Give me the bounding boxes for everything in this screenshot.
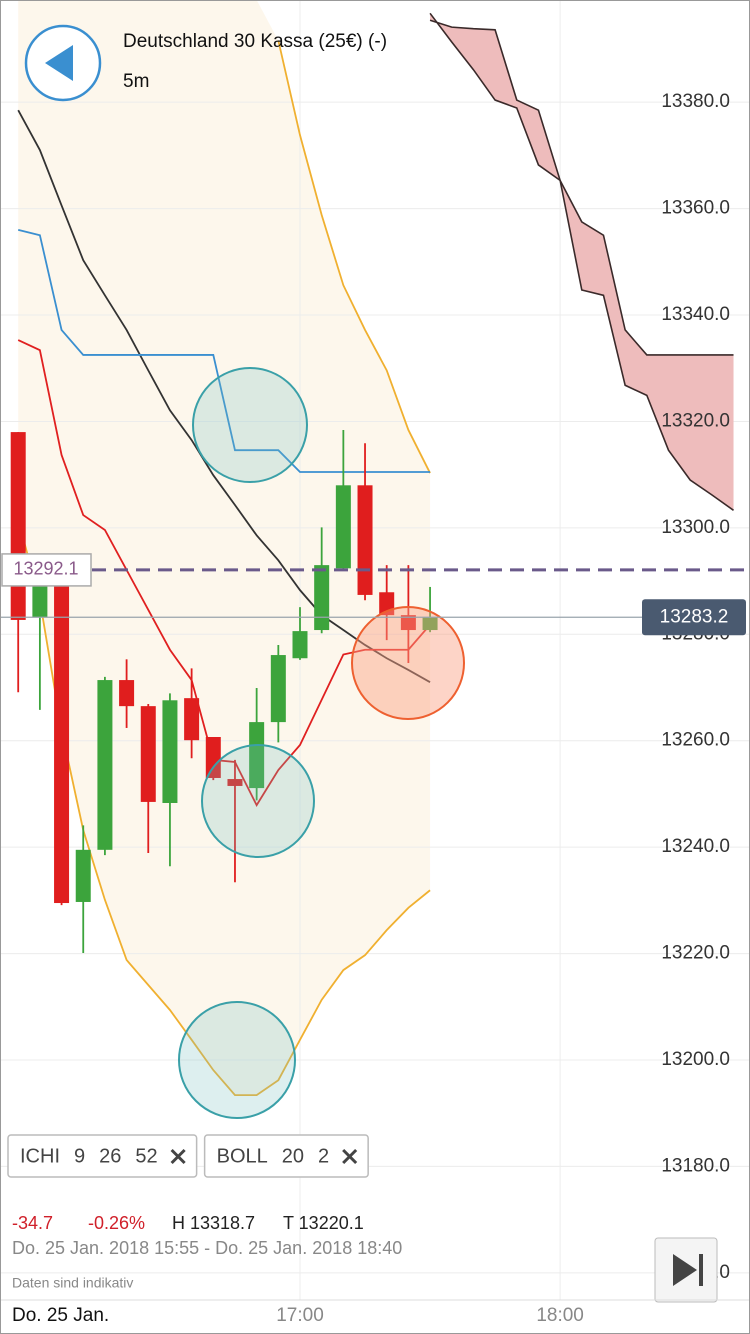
candle-body [10,432,26,620]
highlight-circle [351,606,465,720]
chip-name: ICHI [20,1145,60,1167]
chip-close-stroke[interactable] [342,1148,358,1165]
indicator-line [17,109,431,683]
chip-param: 20 [282,1145,304,1167]
indicator-line [17,519,431,1097]
candle-body [54,555,70,904]
x-axis: 17:00 18:00 [276,1305,584,1326]
bollinger-band [18,0,431,1096]
y-tick-label: 13300.0 [661,517,730,538]
highlight-circle [192,367,308,483]
skip-to-end-button[interactable] [654,1237,718,1303]
candle-body [292,631,308,659]
chip-close[interactable] [170,1148,186,1165]
candle-body [205,737,221,778]
last-price-box [642,599,746,636]
back-arrow[interactable] [45,45,73,81]
y-tick-label: 13200.0 [661,1049,730,1070]
chip-param: 52 [135,1145,157,1167]
candle-body [97,680,113,850]
candle-body [162,700,178,803]
interval: 5m [123,71,149,92]
y-tick-label: 13380.0 [661,91,730,112]
y-tick-label: 13340.0 [661,304,730,325]
date-label: Do. 25 Jan. [12,1305,109,1326]
chip-close-stroke[interactable] [170,1148,186,1165]
indicator-line [17,339,431,807]
skip-icon[interactable] [673,1254,697,1286]
chip-param: 2 [318,1145,329,1167]
chip-box [7,1134,198,1178]
candle-body [422,617,438,631]
candle-body [357,485,373,595]
y-tick-label: 13260.0 [661,730,730,751]
grid [0,0,750,1300]
cloud-line [429,12,734,356]
reference-label-box [1,553,92,587]
band-fill [18,0,431,1096]
highlight-circle [178,1001,296,1119]
indicator-chips: ICHI 9 26 52 BOLL 20 2 [7,1134,369,1178]
highlights [178,367,465,1119]
x-tick-label: 18:00 [536,1305,584,1326]
low: T 13220.1 [283,1213,364,1233]
change: -34.7 [12,1213,53,1233]
reference-label: 13292.1 [13,559,78,579]
ichimoku-cloud [429,12,734,511]
candle-body [184,698,200,741]
indicator-line [277,40,431,474]
indicator-chip: BOLL 20 2 [203,1134,369,1178]
candle-body [314,565,330,631]
x-tick-label: 17:00 [276,1305,324,1326]
candle-body [249,722,265,789]
back-button[interactable] [24,24,102,102]
y-tick-label: 13220.0 [661,943,730,964]
y-tick-label: 13240.0 [661,836,730,857]
candle-body [270,655,286,723]
candle-body [75,849,91,902]
chip-box [203,1134,369,1178]
skip-icon-bar[interactable] [699,1254,703,1286]
candle-body [119,680,135,707]
y-tick-label: 13360.0 [661,198,730,219]
indicator-lines [17,40,431,1097]
disclaimer: Daten sind indikativ [12,1275,133,1291]
chip-name: BOLL [217,1145,268,1167]
chip-param: 26 [99,1145,121,1167]
y-tick-label: 13180.0 [661,1155,730,1176]
candle-body [400,615,416,631]
last-price-label: 13283.2 [660,606,729,627]
cloud-line [429,19,734,511]
y-tick-label: 13320.0 [661,410,730,431]
chip-close[interactable] [342,1148,358,1165]
change-percent: -0.26% [88,1213,145,1233]
price-lines: 13292.1 13283.2 [0,553,750,636]
candle-body [32,585,48,618]
indicator-chip: ICHI 9 26 52 [7,1134,198,1178]
indicator-line [17,229,431,473]
chip-param: 9 [74,1145,85,1167]
candle-body [335,485,351,569]
chart-title: Deutschland 30 Kassa (25€) (-) [123,31,387,52]
date-range: Do. 25 Jan. 2018 15:55 - Do. 25 Jan. 201… [12,1238,402,1258]
highlight-circle [201,744,315,858]
high: H 13318.7 [172,1213,255,1233]
candle-body [227,779,243,786]
candle-body [140,706,156,802]
cloud-fill [430,13,734,511]
